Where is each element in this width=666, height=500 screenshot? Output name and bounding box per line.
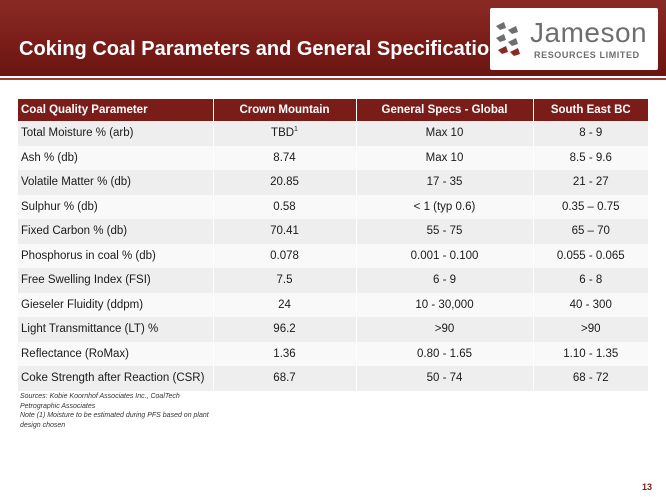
crown-cell: TBD1 [212,121,356,146]
crown-cell: 20.85 [212,170,356,195]
sebc-cell: 65 – 70 [532,219,648,244]
moisture-note: Note (1) Moisture to be estimated during… [20,412,209,429]
logo-name: Jameson [530,17,648,48]
sebc-cell: >90 [532,317,648,342]
table-row: Light Transmittance (LT) % 96.2 >90 >90 [18,317,648,342]
crown-cell: 68.7 [212,366,356,391]
param-cell: Sulphur % (db) [18,194,213,219]
param-cell: Fixed Carbon % (db) [18,219,213,244]
header-crown-mountain: Crown Mountain [212,99,356,121]
sebc-cell: 40 - 300 [532,292,648,317]
crown-value: TBD [271,127,295,140]
global-cell: 17 - 35 [355,170,533,195]
jameson-arrows-icon [496,22,520,56]
param-cell: Volatile Matter % (db) [18,170,213,195]
param-cell: Reflectance (RoMax) [18,341,213,366]
sebc-cell: 6 - 8 [532,268,648,293]
table-row: Ash % (db) 8.74 Max 10 8.5 - 9.6 [18,145,648,170]
table-row: Phosphorus in coal % (db) 0.078 0.001 - … [18,243,648,268]
table-row: Reflectance (RoMax) 1.36 0.80 - 1.65 1.1… [18,341,648,366]
table-row: Volatile Matter % (db) 20.85 17 - 35 21 … [18,170,648,195]
sebc-cell: 21 - 27 [532,170,648,195]
global-cell: 0.001 - 0.100 [355,243,533,268]
sources-note: Sources: Kobie Koornhof Associates Inc.,… [20,393,180,410]
global-cell: 55 - 75 [355,219,533,244]
crown-cell: 0.078 [212,243,356,268]
table-row: Sulphur % (db) 0.58 < 1 (typ 0.6) 0.35 –… [18,194,648,219]
table-header-row: Coal Quality Parameter Crown Mountain Ge… [18,99,648,121]
crown-cell: 8.74 [212,145,356,170]
jameson-logo: Jameson RESOURCES LIMITED [490,8,658,70]
param-cell: Ash % (db) [18,145,213,170]
crown-cell: 70.41 [212,219,356,244]
global-cell: Max 10 [355,145,533,170]
logo-subtitle: RESOURCES LIMITED [534,50,640,60]
sebc-cell: 68 - 72 [532,366,648,391]
banner-divider [0,78,666,80]
coal-spec-table: Coal Quality Parameter Crown Mountain Ge… [18,99,648,391]
table-row: Coke Strength after Reaction (CSR) 68.7 … [18,366,648,391]
source-notes: Sources: Kobie Koornhof Associates Inc.,… [20,392,220,430]
table-row: Free Swelling Index (FSI) 7.5 6 - 9 6 - … [18,268,648,293]
sebc-cell: 0.055 - 0.065 [532,243,648,268]
header-parameter: Coal Quality Parameter [18,99,213,121]
table-row: Gieseler Fluidity (ddpm) 24 10 - 30,000 … [18,292,648,317]
footnote-marker: 1 [294,126,298,134]
table-row: Fixed Carbon % (db) 70.41 55 - 75 65 – 7… [18,219,648,244]
global-cell: Max 10 [355,121,533,146]
crown-cell: 1.36 [212,341,356,366]
global-cell: 10 - 30,000 [355,292,533,317]
sebc-cell: 1.10 - 1.35 [532,341,648,366]
param-cell: Phosphorus in coal % (db) [18,243,213,268]
param-cell: Gieseler Fluidity (ddpm) [18,292,213,317]
param-cell: Free Swelling Index (FSI) [18,268,213,293]
crown-cell: 24 [212,292,356,317]
crown-cell: 0.58 [212,194,356,219]
param-cell: Light Transmittance (LT) % [18,317,213,342]
global-cell: 6 - 9 [355,268,533,293]
global-cell: 0.80 - 1.65 [355,341,533,366]
global-cell: 50 - 74 [355,366,533,391]
page-number: 13 [641,482,652,492]
sebc-cell: 8 - 9 [532,121,648,146]
header-general-specs: General Specs - Global [355,99,533,121]
sebc-cell: 0.35 – 0.75 [532,194,648,219]
param-cell: Total Moisture % (arb) [18,121,213,146]
global-cell: < 1 (typ 0.6) [355,194,533,219]
crown-cell: 96.2 [212,317,356,342]
sebc-cell: 8.5 - 9.6 [532,145,648,170]
header-south-east-bc: South East BC [532,99,648,121]
table-row: Total Moisture % (arb) TBD1 Max 10 8 - 9 [18,121,648,146]
global-cell: >90 [355,317,533,342]
slide-title: Coking Coal Parameters and General Speci… [19,38,513,60]
crown-cell: 7.5 [212,268,356,293]
param-cell: Coke Strength after Reaction (CSR) [18,366,213,391]
